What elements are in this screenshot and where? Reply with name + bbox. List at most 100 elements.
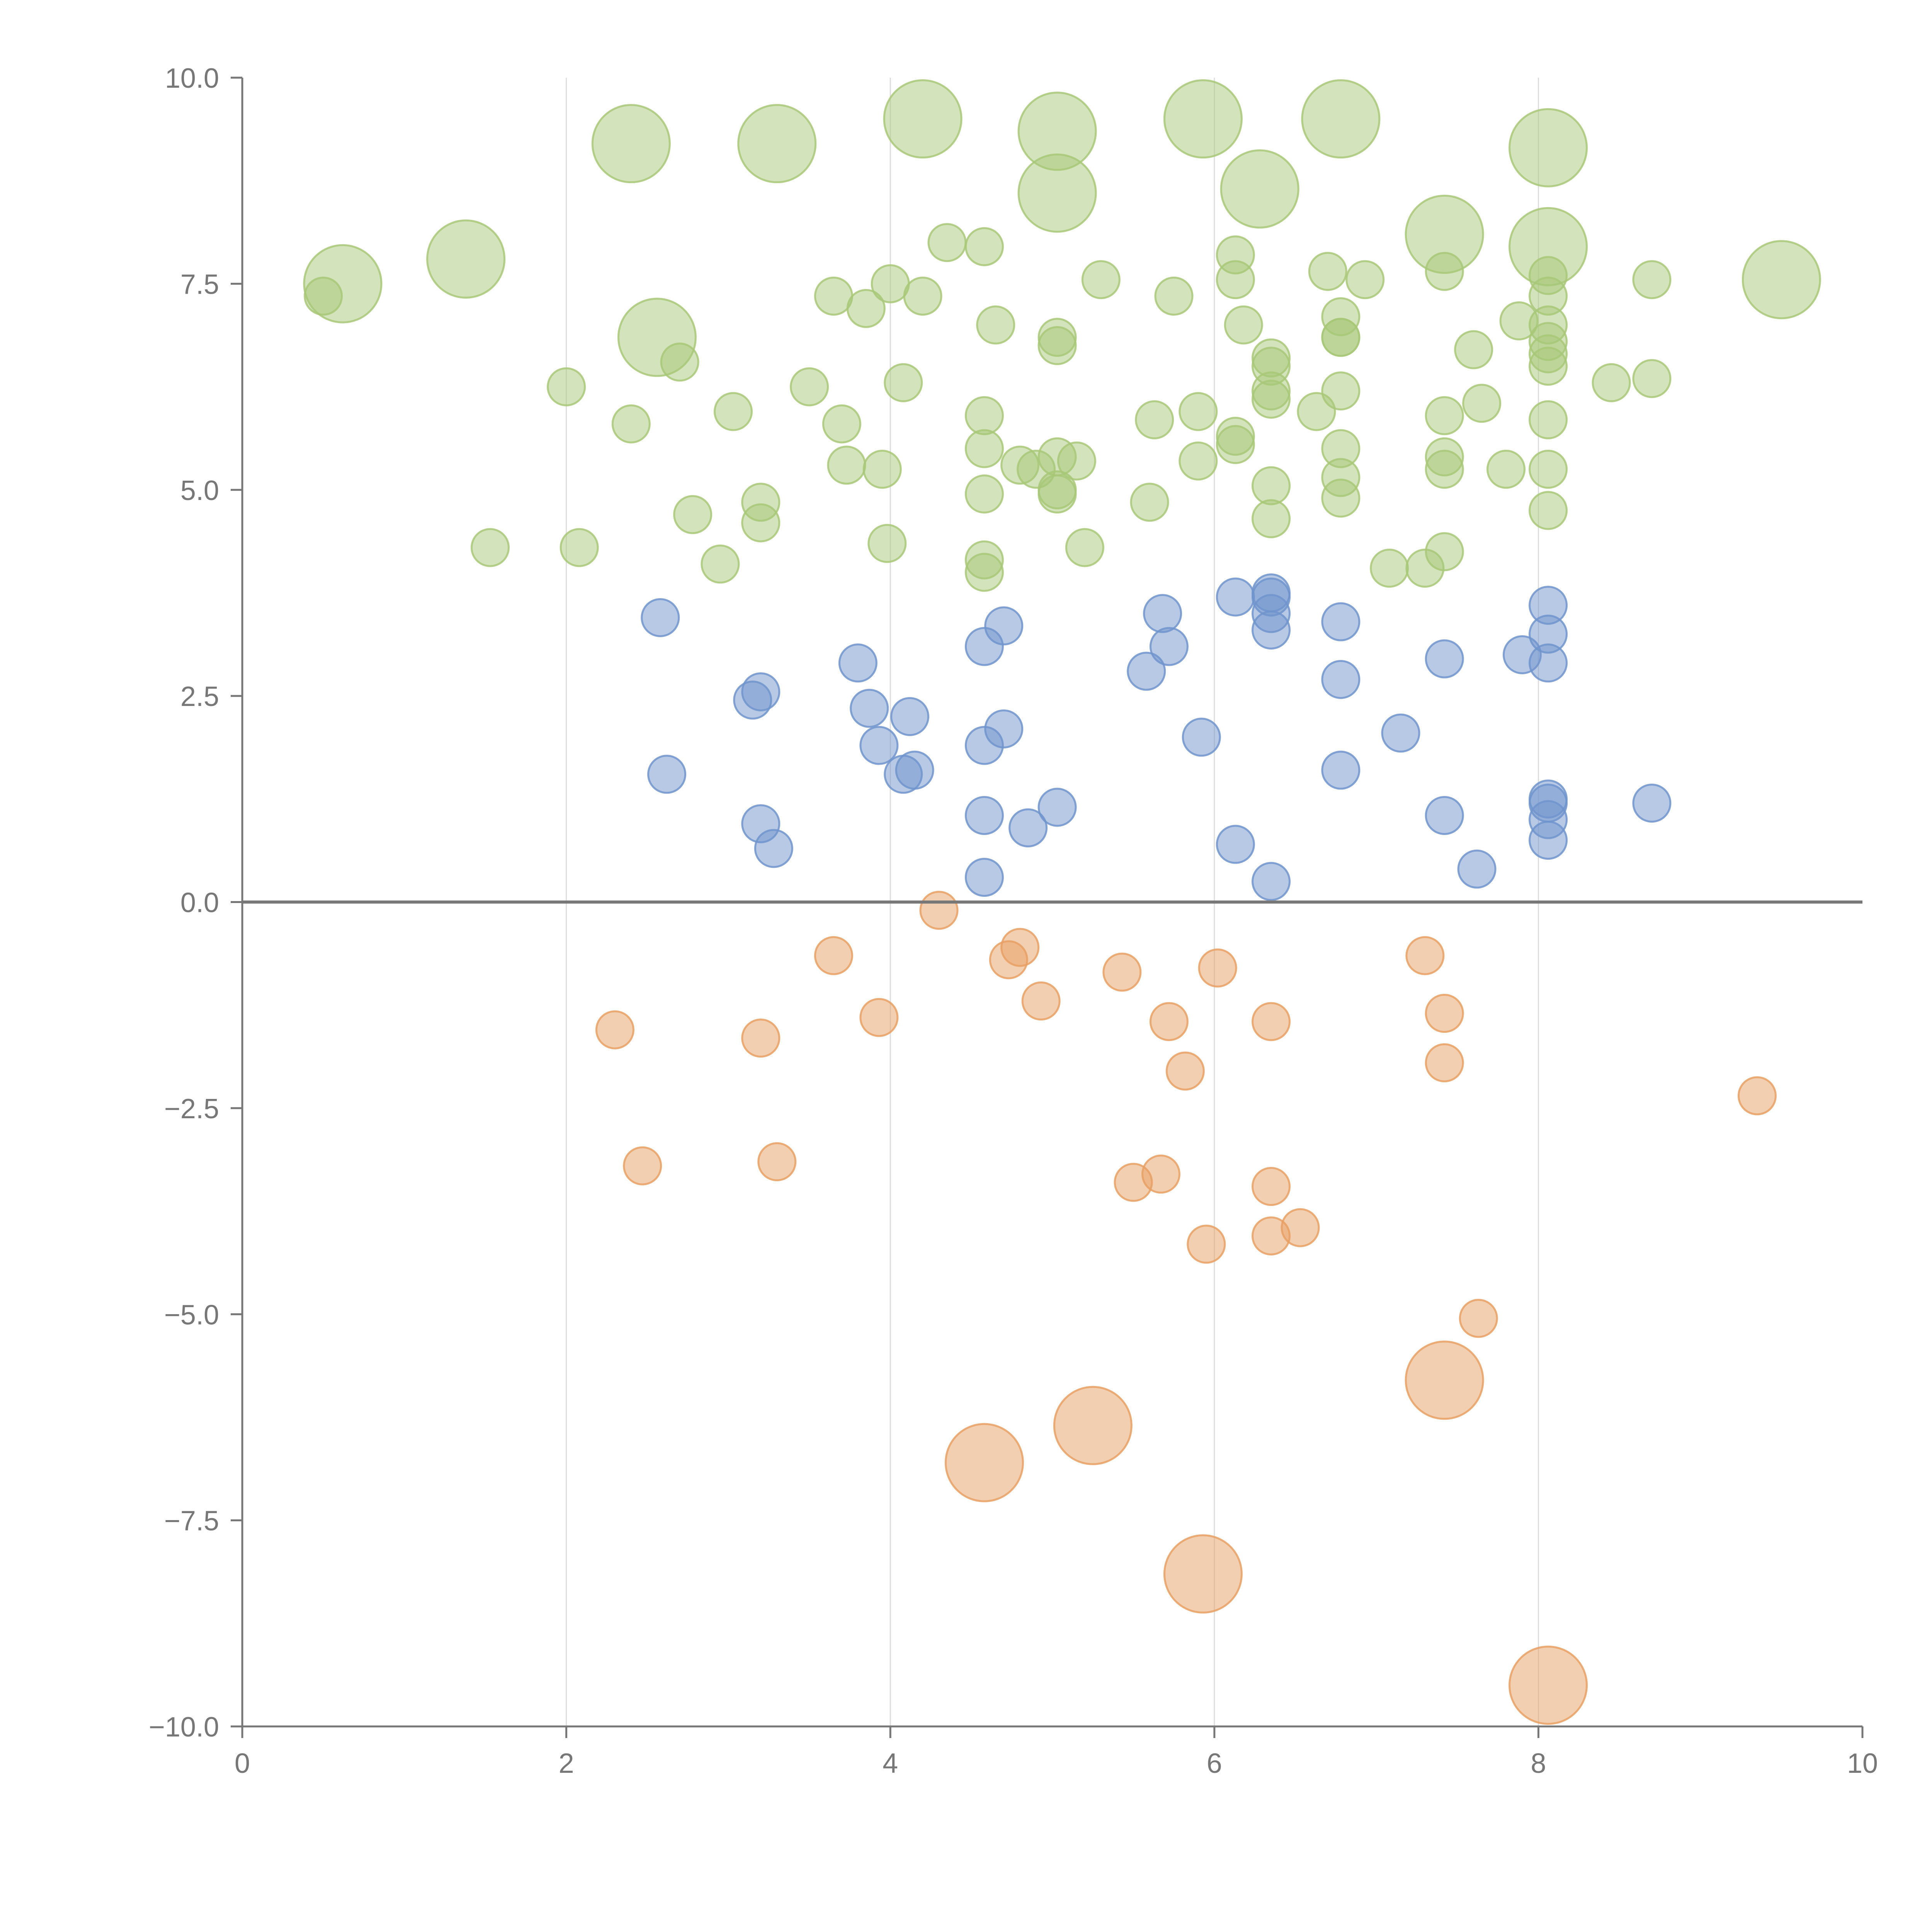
bubble-high bbox=[827, 446, 866, 485]
y-tick-label: −2.5 bbox=[164, 1094, 219, 1124]
bubble-high bbox=[1321, 478, 1361, 518]
bubble-high bbox=[611, 404, 651, 444]
bubble-high bbox=[1252, 466, 1291, 505]
bubble-mid bbox=[1425, 796, 1464, 835]
bubble-neg bbox=[1737, 1076, 1777, 1116]
x-tick-label: 10 bbox=[1847, 1748, 1878, 1779]
bubble-neg bbox=[1405, 1340, 1484, 1420]
bubble-high bbox=[1486, 449, 1526, 489]
bubble-high bbox=[1224, 305, 1263, 345]
bubble-high bbox=[1130, 483, 1169, 522]
bubble-high bbox=[741, 503, 781, 543]
bubble-neg bbox=[1021, 981, 1061, 1021]
bubble-high bbox=[976, 305, 1015, 345]
bubble-neg bbox=[1252, 1002, 1291, 1041]
bubble-high bbox=[883, 79, 963, 159]
x-tick-label: 8 bbox=[1531, 1748, 1546, 1779]
bubble-high bbox=[1081, 260, 1121, 299]
bubble-high bbox=[1037, 474, 1077, 514]
bubble-high bbox=[790, 367, 829, 406]
bubble-neg bbox=[1102, 952, 1142, 992]
bubble-neg bbox=[757, 1142, 797, 1182]
bubble-high bbox=[1135, 400, 1174, 439]
bubble-high bbox=[1529, 491, 1568, 530]
bubble-high bbox=[737, 104, 817, 184]
bubble-mid bbox=[1425, 639, 1464, 679]
bubble-mid bbox=[895, 750, 934, 790]
bubble-high bbox=[964, 429, 1004, 468]
bubble-high bbox=[1425, 252, 1464, 291]
y-tick-label: 7.5 bbox=[180, 269, 219, 300]
bubble-high bbox=[964, 474, 1004, 514]
bubble-high bbox=[927, 223, 967, 262]
bubble-high bbox=[1632, 359, 1672, 398]
bubble-high bbox=[862, 449, 902, 489]
bubble-mid bbox=[1529, 643, 1568, 683]
bubble-high bbox=[471, 528, 510, 567]
bubble-mid bbox=[1321, 750, 1361, 790]
bubble-high bbox=[560, 528, 599, 567]
bubble-neg bbox=[1149, 1002, 1189, 1041]
bubble-mid bbox=[1381, 713, 1420, 753]
bubble-high bbox=[303, 244, 383, 323]
bubble-neg bbox=[1000, 928, 1040, 967]
bubble-high bbox=[846, 289, 886, 328]
x-tick-label: 6 bbox=[1207, 1748, 1222, 1779]
bubble-neg bbox=[1405, 936, 1445, 975]
bubble-mid bbox=[984, 606, 1024, 646]
bubble-high bbox=[1425, 532, 1464, 571]
bubble-neg bbox=[741, 1019, 781, 1058]
bubble-high bbox=[964, 396, 1004, 435]
bubble-high bbox=[547, 367, 586, 406]
bubble-high bbox=[1057, 441, 1096, 481]
bubble-high bbox=[426, 219, 506, 299]
x-tick-label: 4 bbox=[883, 1748, 898, 1779]
bubble-mid bbox=[984, 709, 1024, 748]
bubble-mid bbox=[754, 829, 793, 868]
bubble-mid bbox=[1037, 787, 1077, 827]
bubble-high bbox=[1252, 379, 1291, 419]
bubble-high bbox=[1454, 330, 1493, 369]
bubble-mid bbox=[1321, 602, 1361, 641]
bubble-high bbox=[673, 495, 713, 534]
x-tick-label: 2 bbox=[559, 1748, 574, 1779]
bubble-high bbox=[1509, 108, 1588, 187]
bubble-mid bbox=[850, 689, 889, 728]
bubble-neg bbox=[623, 1146, 662, 1185]
bubble-neg bbox=[859, 998, 899, 1037]
bubble-neg bbox=[1198, 948, 1237, 988]
bubble-neg bbox=[1425, 994, 1464, 1033]
bubble-mid bbox=[1127, 651, 1166, 691]
bubble-neg bbox=[1141, 1155, 1180, 1194]
bubble-neg bbox=[919, 891, 959, 930]
bubble-neg bbox=[595, 1010, 634, 1049]
bubble-mid bbox=[1009, 808, 1048, 847]
y-tick-label: 5.0 bbox=[180, 475, 219, 506]
bubble-high bbox=[1154, 276, 1194, 316]
bubble-mid bbox=[1632, 783, 1672, 823]
bubble-mid bbox=[741, 672, 781, 711]
bubble-high bbox=[867, 524, 907, 563]
bubble-neg bbox=[1053, 1386, 1133, 1465]
y-tick-label: −10.0 bbox=[149, 1712, 219, 1743]
bubble-high bbox=[822, 404, 861, 444]
bubble-mid bbox=[1149, 627, 1189, 666]
y-tick-label: −5.0 bbox=[164, 1299, 219, 1330]
bubble-mid bbox=[964, 796, 1004, 835]
bubble-high bbox=[1529, 347, 1568, 386]
bubble-high bbox=[1216, 425, 1255, 464]
bubble-mid bbox=[641, 598, 680, 637]
bubble-neg bbox=[1459, 1299, 1498, 1338]
bubble-mid bbox=[1529, 820, 1568, 860]
bubble-high bbox=[1321, 371, 1361, 411]
bubble-high bbox=[1163, 79, 1243, 159]
bubble-neg bbox=[1187, 1225, 1226, 1264]
bubble-mid bbox=[1252, 610, 1291, 650]
bubble-high bbox=[1742, 240, 1821, 320]
y-tick-label: 2.5 bbox=[180, 681, 219, 712]
bubble-neg bbox=[1165, 1051, 1205, 1091]
bubble-mid bbox=[1182, 718, 1221, 757]
bubble-high bbox=[1425, 396, 1464, 435]
